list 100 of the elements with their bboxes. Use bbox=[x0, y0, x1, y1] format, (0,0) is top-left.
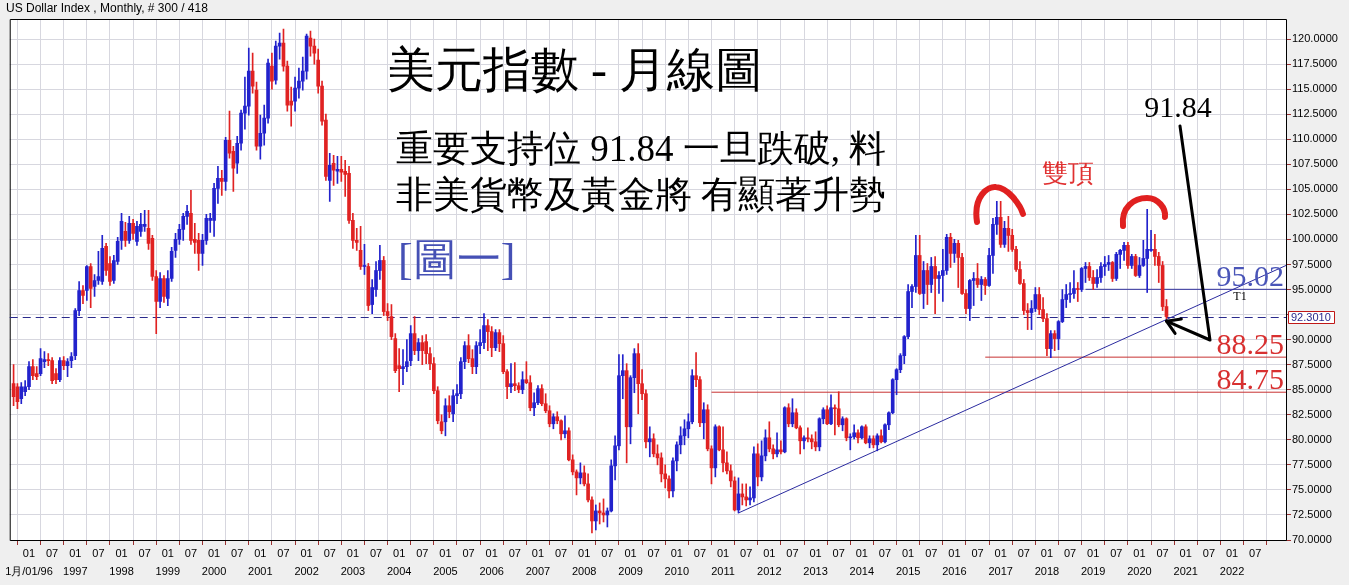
candlestick bbox=[563, 415, 567, 439]
x2-tick-label: 1998 bbox=[109, 564, 134, 577]
candlestick bbox=[513, 362, 517, 392]
x2-tick-label: 1月/01/96 bbox=[5, 564, 53, 577]
y-tick-label: 97.5000 bbox=[1292, 257, 1332, 270]
x-tick-label: 01 bbox=[22, 546, 36, 559]
x2-tick-label: 2002 bbox=[294, 564, 319, 577]
x-tick-label: 07 bbox=[647, 546, 660, 559]
x2-tick-label: 2009 bbox=[618, 564, 643, 577]
candlestick bbox=[142, 210, 147, 232]
y-tick-label: 110.0000 bbox=[1292, 132, 1338, 145]
x-tick-label: 01 bbox=[948, 546, 961, 559]
x2-tick-label: 2003 bbox=[340, 564, 366, 577]
x-tick-label: 01 bbox=[763, 546, 776, 559]
x-tick-label: 01 bbox=[254, 546, 267, 559]
y-tick-label: 72.5000 bbox=[1292, 507, 1332, 520]
x-tick-label: 07 bbox=[1249, 546, 1262, 559]
x-tick-label: 07 bbox=[832, 546, 845, 559]
y-tick-label: 75.0000 bbox=[1292, 482, 1332, 495]
x-tick-label: 01 bbox=[69, 546, 82, 559]
ref-line-label: 92.3010 bbox=[1291, 311, 1331, 324]
x2-tick-label: 2001 bbox=[248, 564, 273, 577]
y-tick-label: 120.0000 bbox=[1292, 32, 1338, 45]
x2-tick-label: 2021 bbox=[1173, 564, 1198, 577]
x-tick-label: 01 bbox=[207, 546, 221, 559]
candlestick bbox=[219, 169, 224, 196]
x-tick-label: 07 bbox=[92, 546, 105, 559]
annotation: [圖一] bbox=[398, 234, 516, 284]
x-tick-label: 07 bbox=[1110, 546, 1123, 559]
x-tick-label: 07 bbox=[231, 546, 244, 559]
chart-subtitle: US Dollar Index , Monthly, # 300 / 418 bbox=[6, 1, 209, 16]
x-tick-label: 01 bbox=[439, 546, 452, 559]
x-tick-label: 01 bbox=[393, 546, 406, 559]
y-tick-label: 82.5000 bbox=[1292, 407, 1332, 420]
candlestick bbox=[1072, 270, 1076, 299]
annotation: 重要支持位 91.84 一旦跌破, 料 bbox=[396, 127, 887, 169]
annotation: 非美貨幣及黃金將 有顯著升勢 bbox=[396, 173, 887, 215]
x2-tick-label: 2020 bbox=[1127, 564, 1152, 577]
x-tick-label: 07 bbox=[323, 546, 336, 559]
y-tick-label: 102.5000 bbox=[1292, 207, 1338, 220]
y-tick-label: 95.0000 bbox=[1292, 282, 1332, 295]
x2-tick-label: 2012 bbox=[757, 564, 782, 577]
x2-tick-label: 2000 bbox=[201, 564, 227, 577]
annotation: 84.75 bbox=[1216, 362, 1284, 396]
x-tick-label: 07 bbox=[138, 546, 151, 559]
x2-tick-label: 2006 bbox=[479, 564, 504, 577]
x-tick-label: 01 bbox=[1179, 546, 1192, 559]
x-tick-label: 07 bbox=[46, 546, 59, 559]
y-tick-label: 70.0000 bbox=[1292, 533, 1332, 546]
annotation: 88.25 bbox=[1216, 327, 1284, 361]
x-tick-label: 01 bbox=[531, 546, 545, 559]
x2-tick-label: 2019 bbox=[1080, 564, 1106, 577]
x-tick-label: 07 bbox=[184, 546, 198, 559]
x2-tick-label: 2013 bbox=[803, 564, 828, 577]
x-tick-label: 01 bbox=[346, 546, 360, 559]
x-tick-label: 07 bbox=[740, 546, 753, 559]
x-tick-label: 07 bbox=[1202, 546, 1216, 559]
candlestick bbox=[775, 432, 779, 458]
y-tick-label: 115.0000 bbox=[1292, 82, 1338, 95]
x2-tick-label: 2007 bbox=[525, 564, 551, 577]
x-tick-label: 07 bbox=[277, 546, 290, 559]
x2-tick-label: 2015 bbox=[895, 564, 921, 577]
y-tick-label: 105.0000 bbox=[1292, 182, 1338, 195]
x-tick-label: 07 bbox=[1017, 546, 1030, 559]
candlestick bbox=[744, 483, 749, 507]
x-tick-label: 07 bbox=[1063, 546, 1077, 559]
y-tick-label: 85.0000 bbox=[1292, 382, 1332, 395]
x-tick-label: 07 bbox=[369, 546, 383, 559]
x-tick-label: 01 bbox=[902, 546, 915, 559]
annotation: T1 bbox=[1233, 289, 1247, 304]
x-tick-label: 01 bbox=[855, 546, 868, 559]
x-tick-label: 01 bbox=[161, 546, 174, 559]
annotation: 91.84 bbox=[1144, 89, 1212, 123]
x-tick-label: 07 bbox=[416, 546, 429, 559]
candlestick bbox=[1075, 282, 1080, 302]
x-tick-label: 01 bbox=[485, 546, 498, 559]
x-tick-label: 07 bbox=[878, 546, 892, 559]
x-tick-label: 01 bbox=[1040, 546, 1054, 559]
x-tick-label: 01 bbox=[716, 546, 730, 559]
x-tick-label: 01 bbox=[1087, 546, 1100, 559]
y-tick-label: 77.5000 bbox=[1292, 457, 1332, 470]
candlestick bbox=[740, 483, 745, 506]
x-tick-label: 01 bbox=[115, 546, 128, 559]
y-tick-label: 112.5000 bbox=[1292, 107, 1338, 120]
candlestick bbox=[933, 256, 937, 314]
x2-tick-label: 2017 bbox=[988, 564, 1013, 577]
x-tick-label: 01 bbox=[300, 546, 313, 559]
x2-tick-label: 2010 bbox=[664, 564, 690, 577]
x-tick-label: 07 bbox=[462, 546, 475, 559]
x2-tick-label: 1999 bbox=[155, 564, 181, 577]
x2-tick-label: 2014 bbox=[849, 564, 875, 577]
x-tick-label: 07 bbox=[601, 546, 614, 559]
x-tick-label: 01 bbox=[578, 546, 591, 559]
x2-tick-label: 2018 bbox=[1034, 564, 1060, 577]
y-tick-label: 100.0000 bbox=[1292, 232, 1338, 245]
x2-tick-label: 2005 bbox=[433, 564, 458, 577]
y-tick-label: 107.5000 bbox=[1292, 157, 1338, 170]
x-tick-label: 07 bbox=[786, 546, 799, 559]
candlestick bbox=[509, 363, 513, 394]
text: 美元指數 - 月線圖 bbox=[387, 42, 763, 96]
